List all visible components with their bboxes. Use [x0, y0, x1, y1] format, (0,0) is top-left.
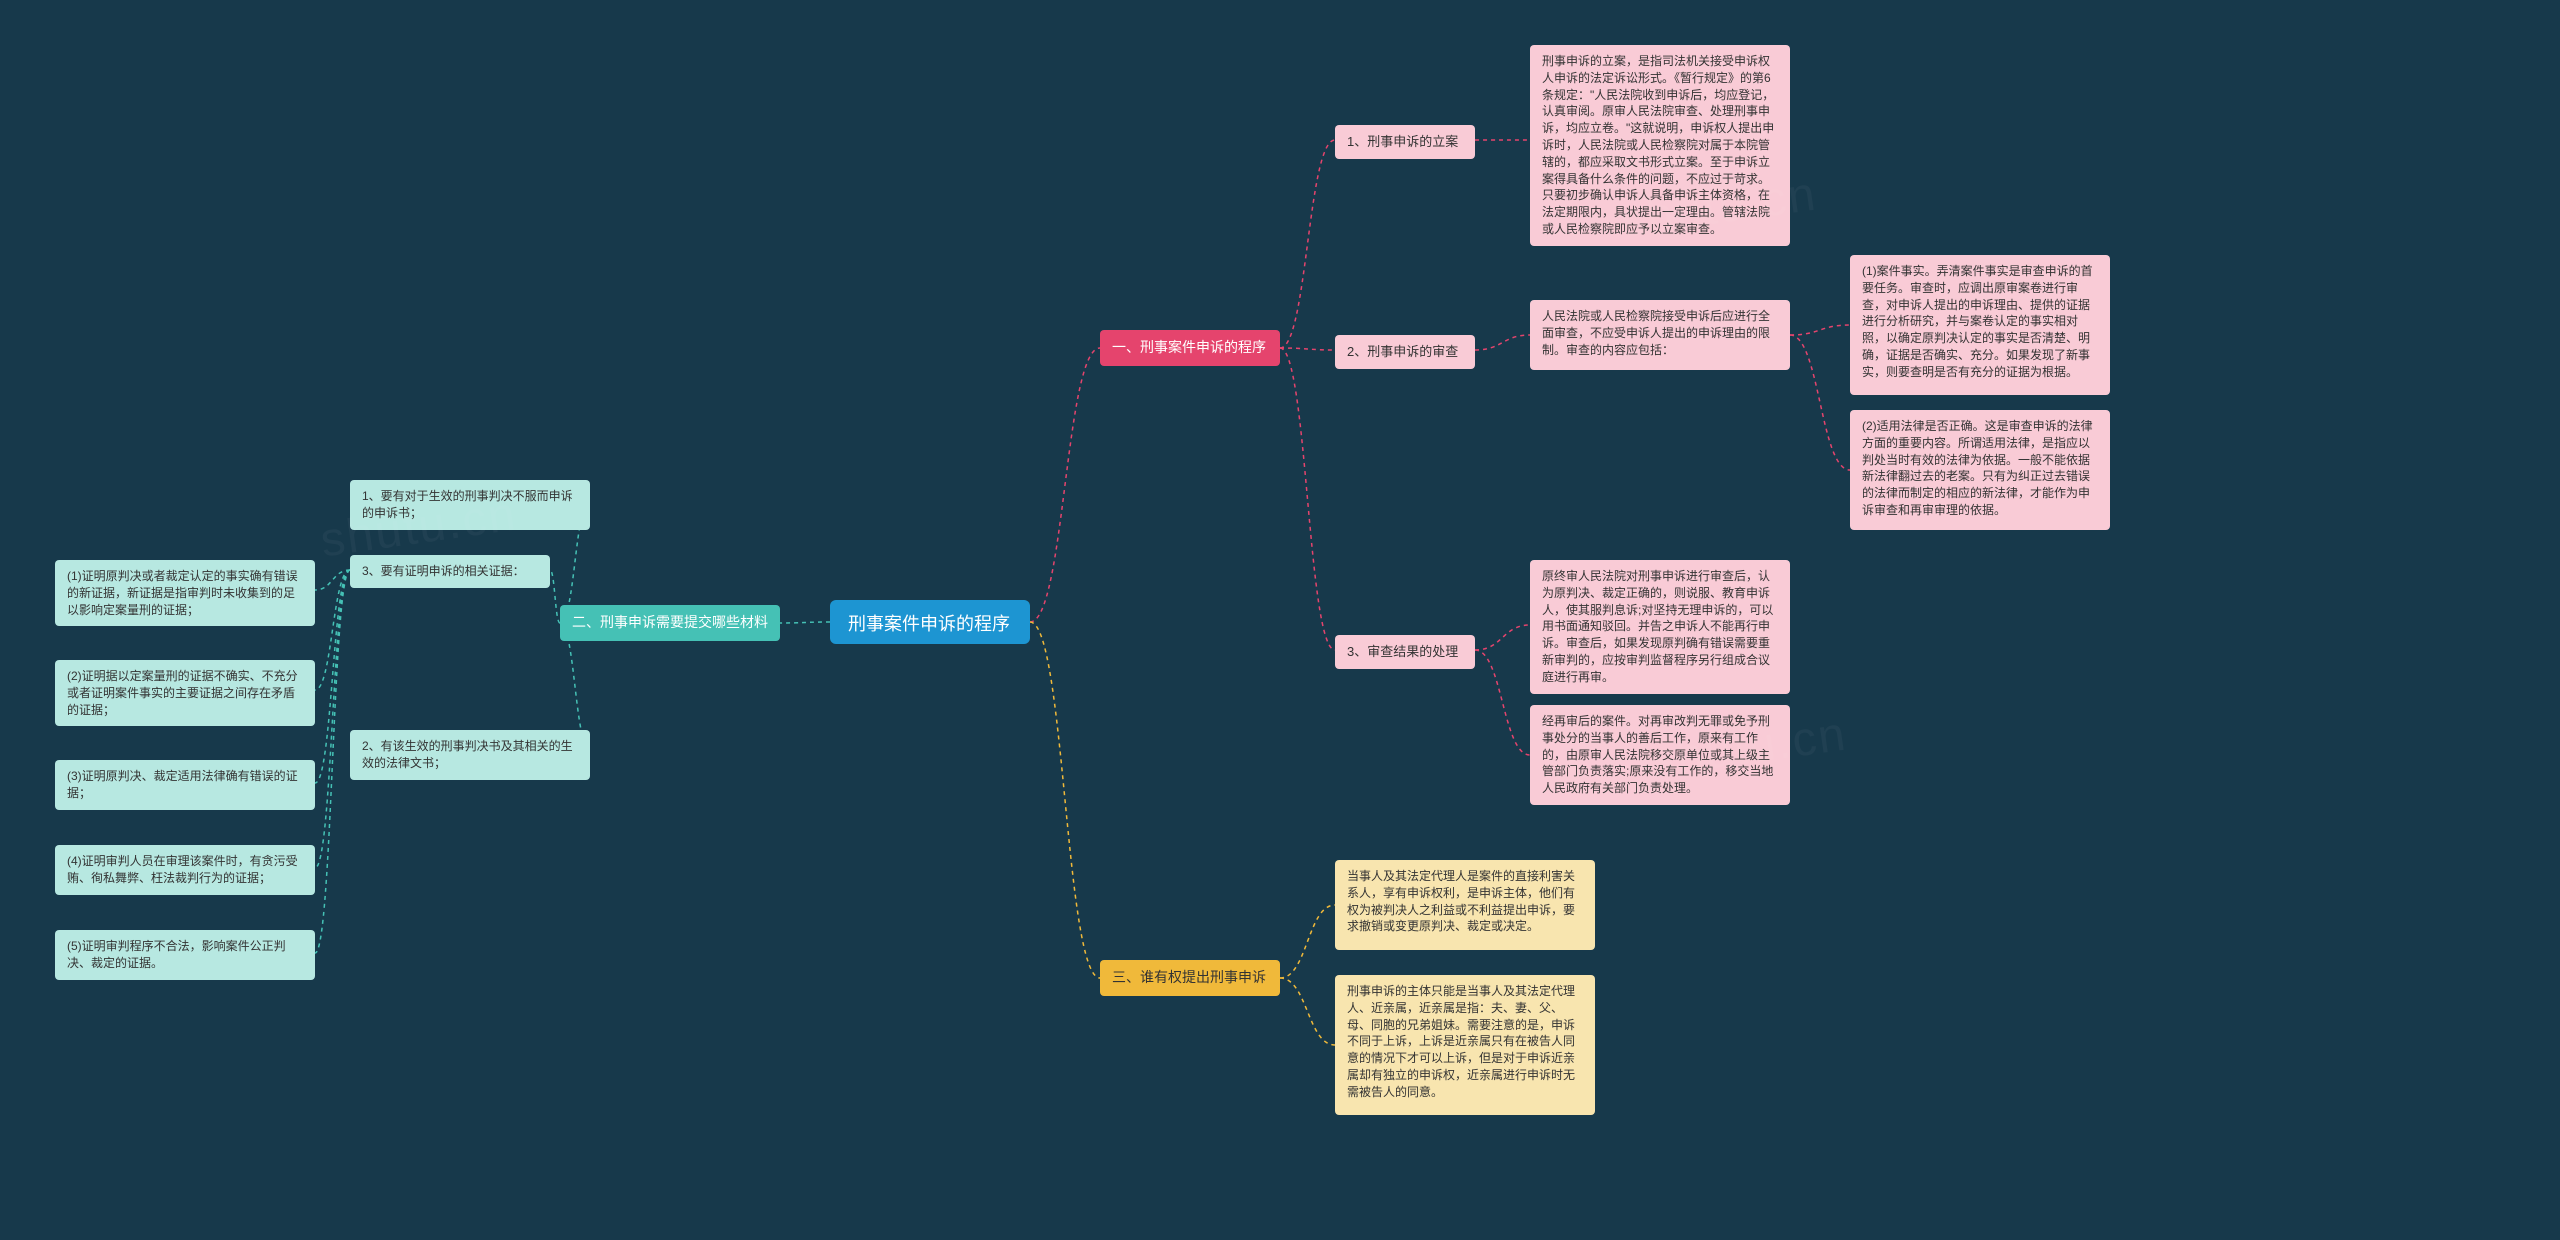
branch-2: 二、刑事申诉需要提交哪些材料 — [560, 605, 780, 641]
branch-3: 三、谁有权提出刑事申诉 — [1100, 960, 1280, 996]
b1-c2-d1: 人民法院或人民检察院接受申诉后应进行全面审查，不应受申诉人提出的申诉理由的限制。… — [1530, 300, 1790, 370]
b1-c3-d1: 原终审人民法院对刑事申诉进行审查后，认为原判决、裁定正确的，则说服、教育申诉人，… — [1530, 560, 1790, 694]
root-node: 刑事案件申诉的程序 — [830, 600, 1030, 644]
b1-c2: 2、刑事申诉的审查 — [1335, 335, 1475, 369]
b2-c3-d5: (5)证明审判程序不合法，影响案件公正判决、裁定的证据。 — [55, 930, 315, 980]
b1-c2-d1-e1: (1)案件事实。弄清案件事实是审查申诉的首要任务。审查时，应调出原审案卷进行审查… — [1850, 255, 2110, 395]
b2-c3-d1: (1)证明原判决或者裁定认定的事实确有错误的新证据，新证据是指审判时未收集到的足… — [55, 560, 315, 626]
b1-c3: 3、审查结果的处理 — [1335, 635, 1475, 669]
b3-c1: 当事人及其法定代理人是案件的直接利害关系人，享有申诉权利，是申诉主体，他们有权为… — [1335, 860, 1595, 950]
b1-c1-d1: 刑事申诉的立案，是指司法机关接受申诉权人申诉的法定诉讼形式。《暂行规定》的第6条… — [1530, 45, 1790, 246]
b2-c3-d3: (3)证明原判决、裁定适用法律确有错误的证据； — [55, 760, 315, 810]
b2-c3-d2: (2)证明据以定案量刑的证据不确实、不充分或者证明案件事实的主要证据之间存在矛盾… — [55, 660, 315, 726]
b2-c2: 2、有该生效的刑事判决书及其相关的生效的法律文书； — [350, 730, 590, 780]
b1-c1: 1、刑事申诉的立案 — [1335, 125, 1475, 159]
connections-svg — [0, 0, 2560, 1240]
b2-c3-d4: (4)证明审判人员在审理该案件时，有贪污受贿、徇私舞弊、枉法裁判行为的证据； — [55, 845, 315, 895]
b2-c3: 3、要有证明申诉的相关证据： — [350, 555, 550, 588]
b1-c3-d2: 经再审后的案件。对再审改判无罪或免予刑事处分的当事人的善后工作，原来有工作的，由… — [1530, 705, 1790, 805]
b3-c2: 刑事申诉的主体只能是当事人及其法定代理人、近亲属，近亲属是指：夫、妻、父、母、同… — [1335, 975, 1595, 1115]
branch-1: 一、刑事案件申诉的程序 — [1100, 330, 1280, 366]
b1-c2-d1-e2: (2)适用法律是否正确。这是审查申诉的法律方面的重要内容。所谓适用法律，是指应以… — [1850, 410, 2110, 530]
b2-c1: 1、要有对于生效的刑事判决不服而申诉的申诉书； — [350, 480, 590, 530]
